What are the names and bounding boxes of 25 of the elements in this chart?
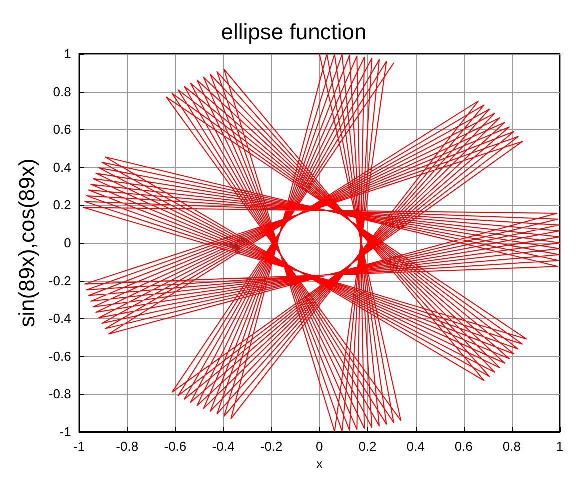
y-tick-label: 0.4 <box>53 160 72 175</box>
x-tick-label: 1 <box>556 439 564 454</box>
y-tick-label: -0.8 <box>48 386 72 402</box>
y-tick-label: -0.6 <box>48 348 72 364</box>
x-axis-title: x <box>316 456 323 471</box>
y-axis-title: sin(89x),cos(89x) <box>14 158 40 328</box>
y-tick-label: -0.2 <box>48 273 72 288</box>
y-tick-label: 0 <box>64 236 72 250</box>
y-tick-label: 0.6 <box>53 122 72 138</box>
x-tick-label: -1 <box>74 439 86 454</box>
x-tick-label: 0.8 <box>502 439 521 454</box>
y-tick-label: 0.2 <box>53 198 72 213</box>
chart-title: ellipse function <box>221 20 367 44</box>
x-tick-label: -0.4 <box>212 439 235 454</box>
x-tick-label: -0.8 <box>116 439 139 454</box>
x-tick-label: 0 <box>316 439 324 454</box>
x-tick-label: 0.4 <box>406 439 425 454</box>
y-tick-label: -0.4 <box>48 311 72 326</box>
y-tick-label: 0.8 <box>53 84 72 100</box>
y-tick-label: 1 <box>64 46 72 62</box>
x-tick-label: 0.6 <box>454 439 473 454</box>
x-tick-label: -0.6 <box>164 439 187 454</box>
x-tick-label: -0.2 <box>260 439 283 454</box>
x-tick-label: 0.2 <box>358 439 377 454</box>
y-tick-label: -1 <box>60 424 72 440</box>
